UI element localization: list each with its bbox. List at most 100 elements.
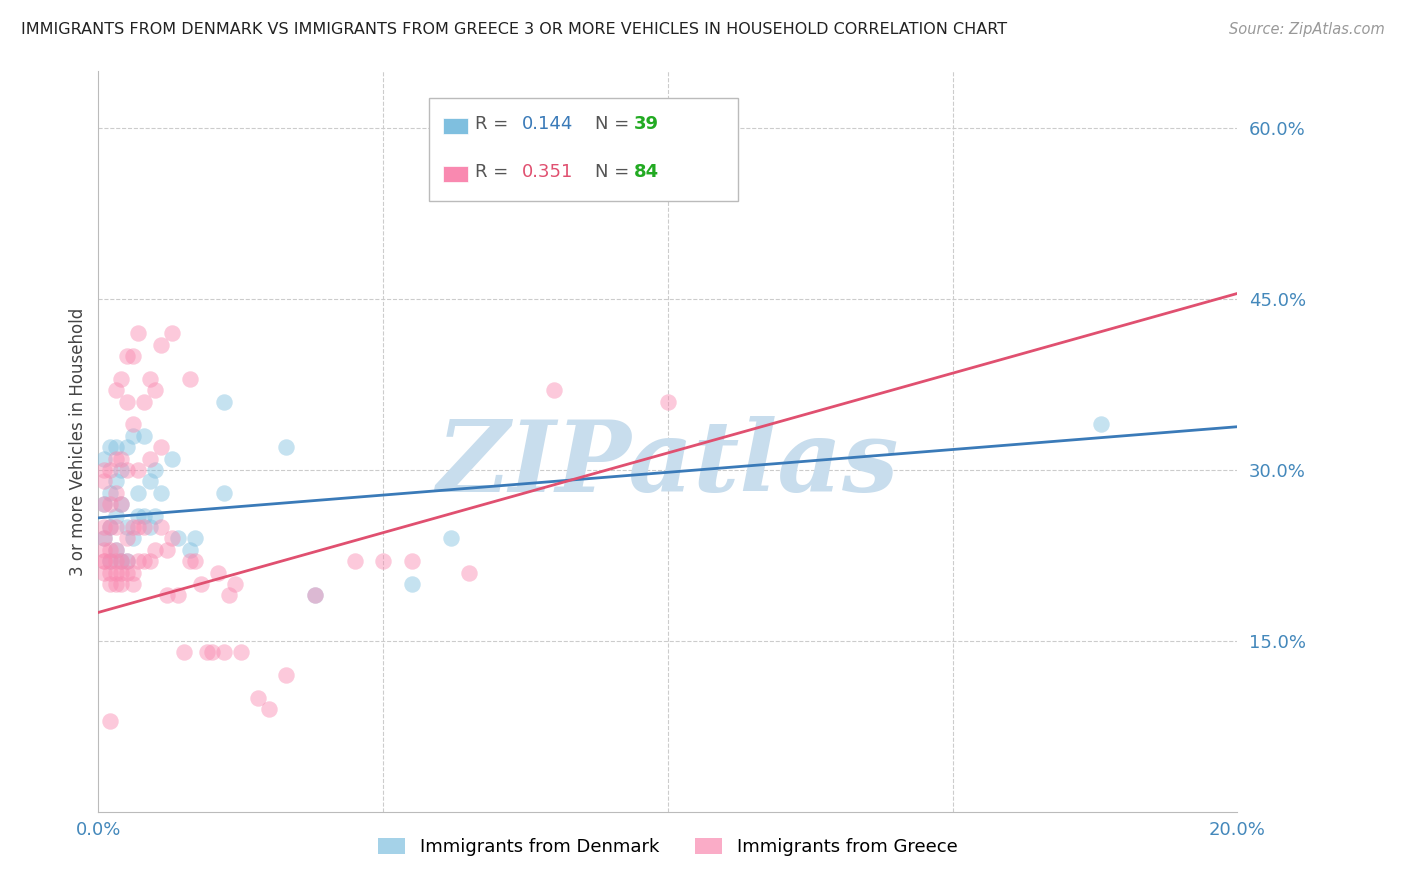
Point [224, 577, 246, 591]
Point [304, 588, 326, 602]
Text: 0.351: 0.351 [522, 163, 574, 181]
Text: N =: N = [595, 115, 634, 133]
Point [543, 384, 565, 398]
Point [259, 702, 281, 716]
Point [93, 451, 115, 466]
Point [115, 532, 138, 546]
Text: N =: N = [595, 163, 634, 181]
Point [162, 326, 184, 341]
Point [98, 463, 121, 477]
Point [401, 554, 423, 568]
Point [145, 384, 167, 398]
Point [98, 497, 121, 511]
Text: R =: R = [475, 163, 515, 181]
Point [93, 463, 115, 477]
Point [138, 451, 160, 466]
Point [276, 668, 298, 682]
Point [104, 384, 127, 398]
Point [132, 394, 155, 409]
Point [132, 508, 155, 523]
Point [98, 554, 121, 568]
Point [401, 577, 423, 591]
Point [212, 645, 235, 659]
Point [145, 508, 167, 523]
Point [93, 554, 115, 568]
Point [93, 520, 115, 534]
Point [104, 554, 127, 568]
Text: 84: 84 [634, 163, 659, 181]
Point [127, 463, 149, 477]
Point [98, 554, 121, 568]
Point [115, 440, 138, 454]
Point [110, 554, 132, 568]
Text: R =: R = [475, 115, 515, 133]
Point [173, 645, 195, 659]
Point [104, 542, 127, 557]
Y-axis label: 3 or more Vehicles in Household: 3 or more Vehicles in Household [69, 308, 87, 575]
Point [145, 463, 167, 477]
Point [93, 566, 115, 580]
Point [150, 520, 173, 534]
Point [167, 588, 190, 602]
Point [132, 429, 155, 443]
Point [121, 417, 143, 432]
Point [167, 532, 190, 546]
Point [184, 532, 207, 546]
Point [127, 554, 149, 568]
Point [121, 577, 143, 591]
Point [93, 497, 115, 511]
Point [127, 520, 149, 534]
Point [115, 520, 138, 534]
Point [115, 554, 138, 568]
Point [138, 520, 160, 534]
Point [98, 566, 121, 580]
Point [98, 714, 121, 728]
Legend: Immigrants from Denmark, Immigrants from Greece: Immigrants from Denmark, Immigrants from… [378, 838, 957, 856]
Text: IMMIGRANTS FROM DENMARK VS IMMIGRANTS FROM GREECE 3 OR MORE VEHICLES IN HOUSEHOL: IMMIGRANTS FROM DENMARK VS IMMIGRANTS FR… [21, 22, 1007, 37]
Point [110, 577, 132, 591]
Point [98, 440, 121, 454]
Point [218, 588, 240, 602]
Point [162, 451, 184, 466]
Point [104, 485, 127, 500]
Point [93, 475, 115, 489]
Point [115, 566, 138, 580]
Point [156, 542, 179, 557]
Point [93, 532, 115, 546]
Point [110, 451, 132, 466]
Point [104, 520, 127, 534]
Point [138, 372, 160, 386]
Point [179, 542, 201, 557]
Point [121, 429, 143, 443]
Point [127, 508, 149, 523]
Point [190, 577, 212, 591]
Point [104, 475, 127, 489]
Point [276, 440, 298, 454]
Point [115, 349, 138, 363]
Point [132, 520, 155, 534]
Point [138, 475, 160, 489]
Point [150, 337, 173, 351]
Point [138, 554, 160, 568]
Point [104, 508, 127, 523]
Point [98, 577, 121, 591]
Point [98, 520, 121, 534]
Point [121, 520, 143, 534]
Point [132, 554, 155, 568]
Point [115, 554, 138, 568]
Point [98, 542, 121, 557]
Point [121, 566, 143, 580]
Point [110, 497, 132, 511]
Point [179, 554, 201, 568]
Text: ZIPatlas: ZIPatlas [437, 416, 898, 512]
Point [179, 372, 201, 386]
Point [93, 542, 115, 557]
Point [440, 532, 463, 546]
Point [156, 588, 179, 602]
Point [110, 497, 132, 511]
Point [104, 577, 127, 591]
Point [373, 554, 395, 568]
Point [104, 451, 127, 466]
Point [212, 394, 235, 409]
Point [93, 554, 115, 568]
